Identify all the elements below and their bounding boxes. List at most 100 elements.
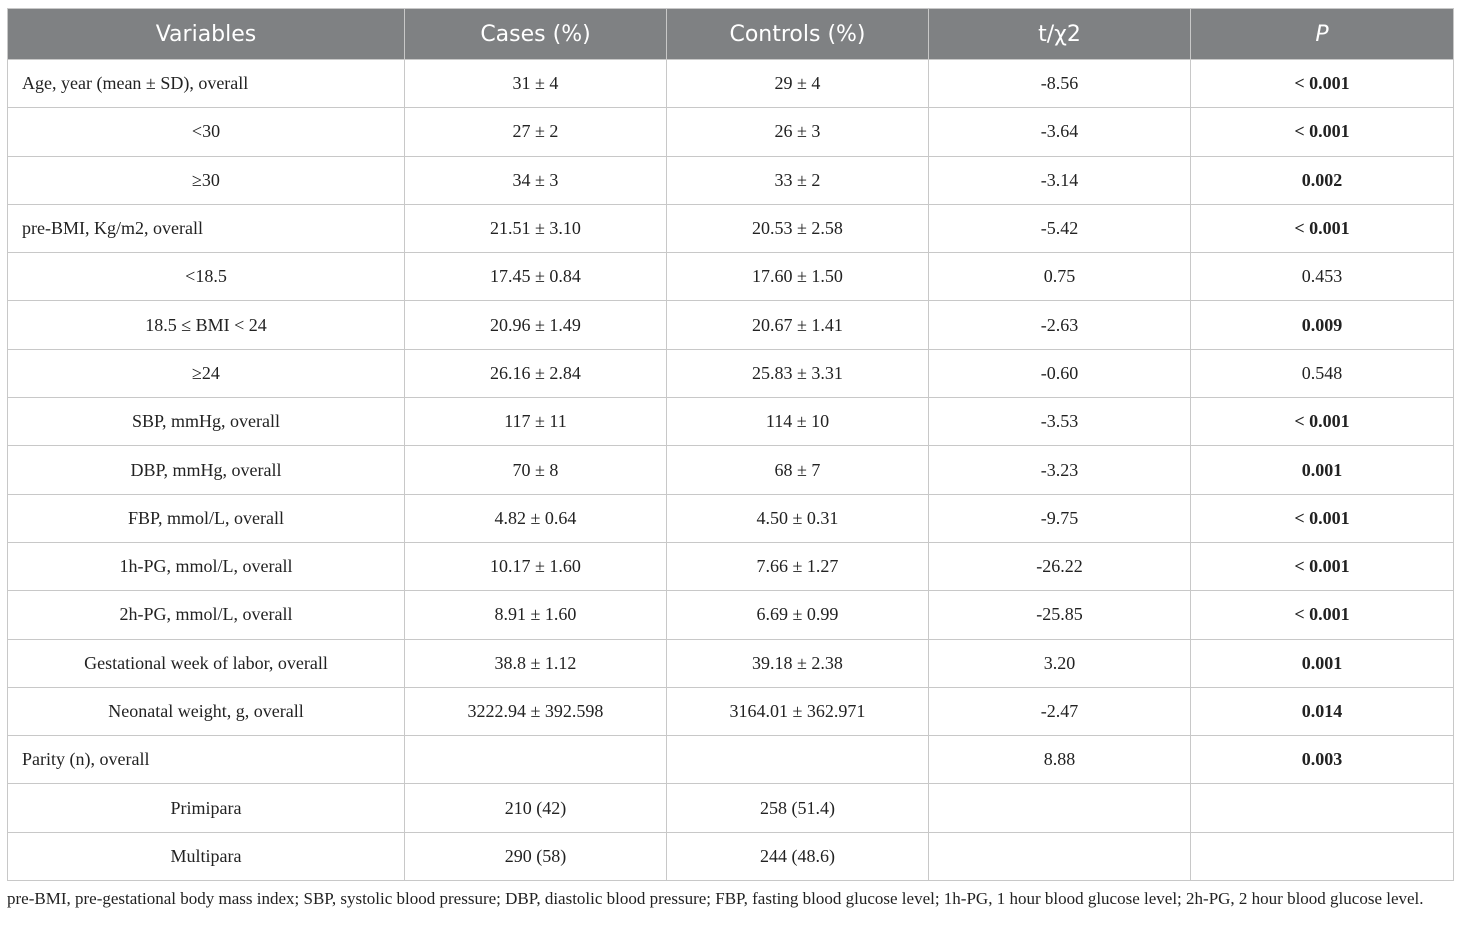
table-cell: -25.85: [928, 590, 1191, 640]
table-cell: -3.53: [928, 397, 1191, 447]
table-cell: 2h-PG, mmol/L, overall: [7, 590, 405, 640]
table-row: Neonatal weight, g, overall 3222.94 ± 392…: [7, 686, 1454, 737]
table-cell: 27 ± 2: [404, 107, 667, 157]
table-cell: 3164.01 ± 362.971: [666, 686, 929, 737]
table-cell: < 0.001: [1190, 493, 1454, 543]
table-cell: 210 (42): [404, 783, 667, 833]
table-cell: -2.63: [928, 300, 1191, 350]
table-cell: 8.91 ± 1.60: [404, 590, 667, 640]
table-cell: < 0.001: [1190, 541, 1454, 592]
table-cell: Age, year (mean ± SD), overall: [7, 58, 405, 109]
table-cell: 26.16 ± 2.84: [404, 348, 667, 399]
table-cell: [928, 783, 1191, 833]
table-cell: Neonatal weight, g, overall: [7, 686, 405, 737]
table-cell: 117 ± 11: [404, 397, 667, 447]
table-cell: 3.20: [928, 638, 1191, 688]
table-cell: 0.548: [1190, 348, 1454, 399]
table-cell: < 0.001: [1190, 590, 1454, 640]
table-cell: 4.82 ± 0.64: [404, 493, 667, 543]
table-cell: FBP, mmol/L, overall: [7, 493, 405, 543]
table-cell: 7.66 ± 1.27: [666, 541, 929, 592]
table-cell: 38.8 ± 1.12: [404, 638, 667, 688]
table-cell: [928, 831, 1191, 882]
table-cell: Multipara: [7, 831, 405, 882]
table-cell: 18.5 ≤ BMI < 24: [7, 300, 405, 350]
table-cell: -3.23: [928, 445, 1191, 495]
table-cell: 0.75: [928, 252, 1191, 302]
table-cell: 0.001: [1190, 445, 1454, 495]
table-cell: < 0.001: [1190, 107, 1454, 157]
table-cell: 0.001: [1190, 638, 1454, 688]
table-cell: 29 ± 4: [666, 58, 929, 109]
table-cell: -9.75: [928, 493, 1191, 543]
table-cell: 4.50 ± 0.31: [666, 493, 929, 543]
table-body: Age, year (mean ± SD), overall 31 ± 4 29 ±…: [7, 58, 1454, 882]
header-cell: Controls (%): [666, 8, 929, 60]
table-row: ≥30 34 ± 3 33 ± 2 -3.14 0.002: [7, 155, 1454, 205]
table-cell: 0.014: [1190, 686, 1454, 737]
table-cell: [666, 735, 929, 785]
table-cell: -8.56: [928, 58, 1191, 109]
table-row: Parity (n), overall 8.88 0.003: [7, 735, 1454, 785]
table-cell: ≥24: [7, 348, 405, 399]
table-cell: Primipara: [7, 783, 405, 833]
table-cell: 114 ± 10: [666, 397, 929, 447]
table-cell: 26 ± 3: [666, 107, 929, 157]
table-cell: 244 (48.6): [666, 831, 929, 882]
table-row: Age, year (mean ± SD), overall 31 ± 4 29 ±…: [7, 58, 1454, 109]
table-row: pre-BMI, Kg/m2, overall 21.51 ± 3.10 20.53…: [7, 203, 1454, 254]
table-cell: SBP, mmHg, overall: [7, 397, 405, 447]
table-cell: 21.51 ± 3.10: [404, 203, 667, 254]
table-cell: pre-BMI, Kg/m2, overall: [7, 203, 405, 254]
footnote: pre-BMI, pre-gestational body mass index…: [7, 889, 1424, 908]
table-cell: 0.003: [1190, 735, 1454, 785]
table-cell: [1190, 831, 1454, 882]
table-cell: Gestational week of labor, overall: [7, 638, 405, 688]
table-cell: 20.53 ± 2.58: [666, 203, 929, 254]
table-row: 1h-PG, mmol/L, overall 10.17 ± 1.60 7.66 ±…: [7, 541, 1454, 592]
header-cell: Cases (%): [404, 8, 667, 60]
table-cell: < 0.001: [1190, 203, 1454, 254]
table-cell: 0.453: [1190, 252, 1454, 302]
table-cell: ≥30: [7, 155, 405, 205]
table-cell: Parity (n), overall: [7, 735, 405, 785]
table-cell: 290 (58): [404, 831, 667, 882]
table-cell: -3.64: [928, 107, 1191, 157]
table-cell: [404, 735, 667, 785]
table-cell: 68 ± 7: [666, 445, 929, 495]
table-row: ≥24 26.16 ± 2.84 25.83 ± 3.31 -0.60 0.548: [7, 348, 1454, 399]
table-cell: 0.009: [1190, 300, 1454, 350]
table-cell: DBP, mmHg, overall: [7, 445, 405, 495]
table-cell: 10.17 ± 1.60: [404, 541, 667, 592]
table-cell: 8.88: [928, 735, 1191, 785]
table-row: 2h-PG, mmol/L, overall 8.91 ± 1.60 6.69 ± …: [7, 590, 1454, 640]
table-cell: 0.002: [1190, 155, 1454, 205]
table-cell: <18.5: [7, 252, 405, 302]
table-cell: -0.60: [928, 348, 1191, 399]
table-cell: -26.22: [928, 541, 1191, 592]
table-row: <30 27 ± 2 26 ± 3 -3.64 < 0.001: [7, 107, 1454, 157]
table-cell: < 0.001: [1190, 58, 1454, 109]
table-cell: -3.14: [928, 155, 1191, 205]
table-row: Multipara 290 (58) 244 (48.6): [7, 831, 1454, 882]
header-cell: Variables: [7, 8, 405, 60]
table-cell: 20.67 ± 1.41: [666, 300, 929, 350]
table-cell: 17.45 ± 0.84: [404, 252, 667, 302]
header-cell: P: [1190, 8, 1454, 60]
data-table: Variables Cases (%) Controls (%) t/χ2 P Age,…: [7, 8, 1454, 882]
table-row: 18.5 ≤ BMI < 24 20.96 ± 1.49 20.67 ± 1.41-…: [7, 300, 1454, 350]
table-cell: 25.83 ± 3.31: [666, 348, 929, 399]
header-cell: t/χ2: [928, 8, 1191, 60]
table-cell: <30: [7, 107, 405, 157]
table-cell: -5.42: [928, 203, 1191, 254]
table-cell: -2.47: [928, 686, 1191, 737]
table-cell: 20.96 ± 1.49: [404, 300, 667, 350]
table-cell: 17.60 ± 1.50: [666, 252, 929, 302]
table-row: DBP, mmHg, overall 70 ± 8 68 ± 7 -3.23 0.001: [7, 445, 1454, 495]
table-cell: 1h-PG, mmol/L, overall: [7, 541, 405, 592]
table-cell: 3222.94 ± 392.598: [404, 686, 667, 737]
table-cell: 31 ± 4: [404, 58, 667, 109]
table-cell: 39.18 ± 2.38: [666, 638, 929, 688]
table-row: Gestational week of labor, overall 38.8 ±…: [7, 638, 1454, 688]
